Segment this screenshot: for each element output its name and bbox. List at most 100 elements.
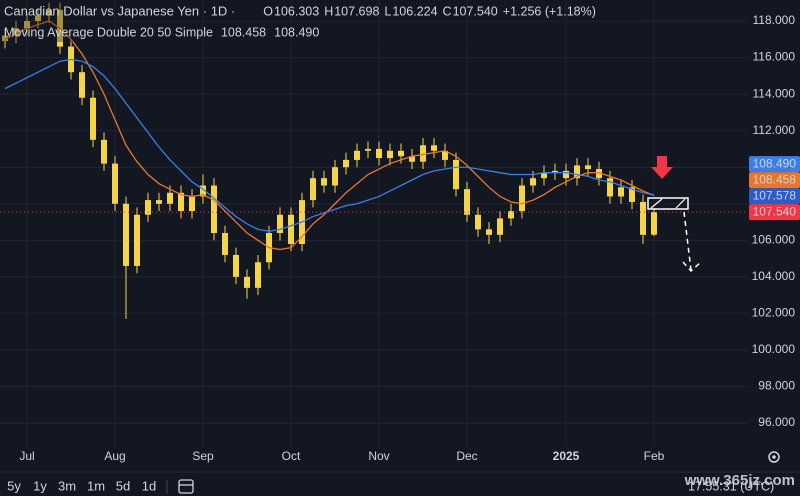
candle-body — [552, 170, 558, 173]
ohlc-value: 106.303 — [274, 4, 319, 18]
ohlc-key: H — [324, 4, 333, 18]
calendar-frame[interactable] — [178, 479, 194, 494]
candle-body — [365, 148, 371, 151]
x-tick-label: 2025 — [553, 449, 580, 463]
x-tick-label: Jul — [19, 449, 34, 463]
ohlc-key: L — [384, 4, 391, 18]
candle-body — [13, 28, 19, 36]
indicator-value: 108.458 — [221, 25, 266, 39]
candle-body — [332, 167, 338, 186]
y-tick-label: 96.000 — [758, 415, 795, 429]
settings-gear-center[interactable] — [772, 455, 776, 459]
candle-body — [24, 21, 30, 29]
ohlc-legend: O 106.303 H 107.698 L 106.224 C 107.540 — [263, 4, 498, 18]
x-tick-label: Oct — [282, 449, 301, 463]
ohlc-value: 106.224 — [392, 4, 437, 18]
candle-body — [123, 203, 129, 266]
price-tag-label: 108.458 — [753, 172, 797, 186]
y-tick-label: 102.000 — [752, 306, 796, 320]
price-tags: 107.540 107.578 108.458 108.490 — [749, 156, 800, 221]
candle-body — [2, 35, 8, 42]
target-box-stroke — [650, 198, 663, 209]
candle-body — [497, 218, 503, 235]
watermark: www.365jz.com — [684, 472, 795, 489]
x-tick-label: Aug — [104, 449, 125, 463]
change: +1.256 (+1.18%) — [503, 4, 596, 18]
candle-body — [563, 170, 569, 179]
settings-icon[interactable] — [768, 451, 780, 463]
annotation — [647, 156, 702, 273]
candle-body — [420, 145, 426, 162]
candle-body — [222, 233, 228, 255]
range-button[interactable]: 1y — [33, 478, 47, 493]
y-tick-label: 116.000 — [753, 50, 796, 64]
red-arrow-head — [651, 167, 673, 179]
candle-body — [79, 72, 85, 98]
candle-body — [607, 178, 613, 197]
candle-body — [464, 189, 470, 215]
legend-bg — [0, 0, 640, 42]
ohlc-key: C — [443, 4, 452, 18]
candle-body — [387, 150, 393, 159]
price-tag — [749, 204, 800, 221]
candle-body — [255, 262, 261, 288]
candle-body — [244, 276, 250, 288]
range-button[interactable]: 5d — [116, 478, 130, 493]
y-tick-label: 114.000 — [753, 86, 796, 100]
candle-body — [277, 214, 283, 234]
range-button[interactable]: 1d — [142, 478, 156, 493]
target-box — [647, 197, 689, 210]
indicator-value: 108.490 — [274, 25, 319, 39]
candle-body — [530, 178, 536, 186]
symbol-title: Canadian Dollar vs Japanese Yen · 1D · — [4, 3, 235, 18]
candle-body — [475, 214, 481, 230]
y-tick-label: 106.000 — [752, 232, 796, 246]
candle-body — [486, 229, 492, 235]
settings-gear[interactable] — [768, 451, 780, 463]
price-tag-label: 107.578 — [753, 188, 797, 202]
grid — [0, 0, 748, 445]
candle-body — [376, 148, 382, 159]
ohlc-value: 107.540 — [453, 4, 498, 18]
candle-body — [156, 200, 162, 204]
candle-body — [134, 214, 140, 266]
moving-average-line — [4, 20, 655, 251]
candle-body — [178, 192, 184, 212]
y-tick-label: 104.000 — [752, 269, 796, 283]
candle-body — [200, 185, 206, 197]
x-tick-label: Nov — [368, 449, 389, 463]
calendar-icon[interactable] — [178, 479, 194, 494]
indicator-label: Moving Average Double 20 50 Simple — [4, 25, 213, 39]
candle-body — [145, 200, 151, 215]
candle-body — [46, 10, 52, 16]
candle-body — [288, 214, 294, 244]
range-button[interactable]: 5y — [7, 478, 21, 493]
candle-body — [112, 163, 118, 204]
range-button[interactable]: 1m — [87, 478, 105, 493]
target-box-stroke — [675, 198, 686, 209]
candle-body — [519, 185, 525, 212]
candle-body — [541, 172, 547, 179]
candle-body — [90, 97, 96, 140]
clock: 17:55:31 (UTC) — [688, 479, 774, 493]
plot — [0, 2, 748, 319]
candle-body — [508, 211, 514, 219]
price-tag-label: 107.540 — [753, 204, 797, 218]
y-tick-label: 98.000 — [758, 379, 795, 393]
x-tick-label: Dec — [456, 449, 477, 463]
range-button[interactable]: 3m — [58, 478, 76, 493]
candle-body — [574, 165, 580, 179]
candle-body — [409, 156, 415, 162]
y-tick-label: 118.000 — [753, 13, 796, 27]
candle-body — [167, 192, 173, 204]
candle-body — [35, 15, 41, 22]
price-tag — [749, 172, 800, 189]
candle-body — [629, 187, 635, 202]
candle-body — [596, 169, 602, 179]
candle-body — [442, 150, 448, 160]
candle-body — [233, 254, 239, 277]
price-tag — [749, 188, 800, 205]
candle-body — [101, 139, 107, 164]
